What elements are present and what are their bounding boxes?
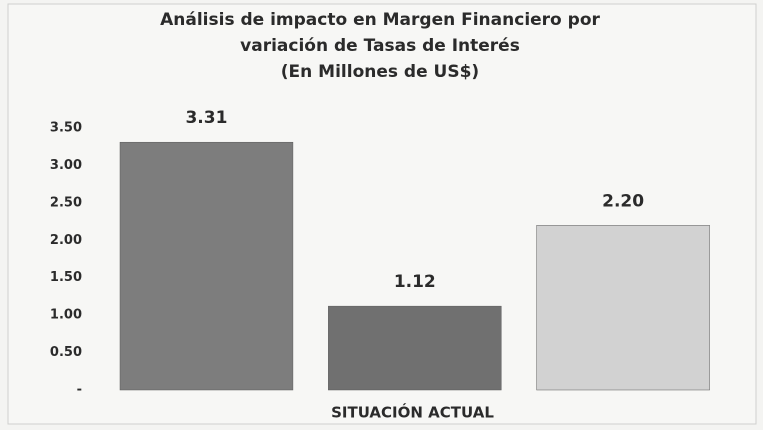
y-tick-label: 0.50 (50, 345, 82, 360)
y-tick-label: 2.00 (50, 233, 82, 248)
data-label: 3.31 (185, 108, 227, 128)
y-tick-label: 3.00 (50, 158, 82, 173)
bar (536, 225, 710, 391)
chart-title: (En Millones de US$) (281, 62, 479, 82)
y-tick-label: 1.50 (50, 270, 82, 285)
chart-title: variación de Tasas de Interés (240, 36, 520, 56)
chart-title: Análisis de impacto en Margen Financiero… (160, 10, 600, 30)
y-tick-label: 3.50 (50, 121, 82, 136)
data-label: 1.12 (394, 272, 436, 292)
y-tick-label: 1.00 (50, 308, 82, 323)
bar (328, 305, 502, 391)
x-axis-label: SITUACIÓN ACTUAL (331, 403, 494, 422)
y-tick-label: - (77, 383, 82, 398)
bar (119, 141, 294, 391)
data-label: 2.20 (602, 191, 644, 211)
y-tick-label: 2.50 (50, 195, 82, 210)
